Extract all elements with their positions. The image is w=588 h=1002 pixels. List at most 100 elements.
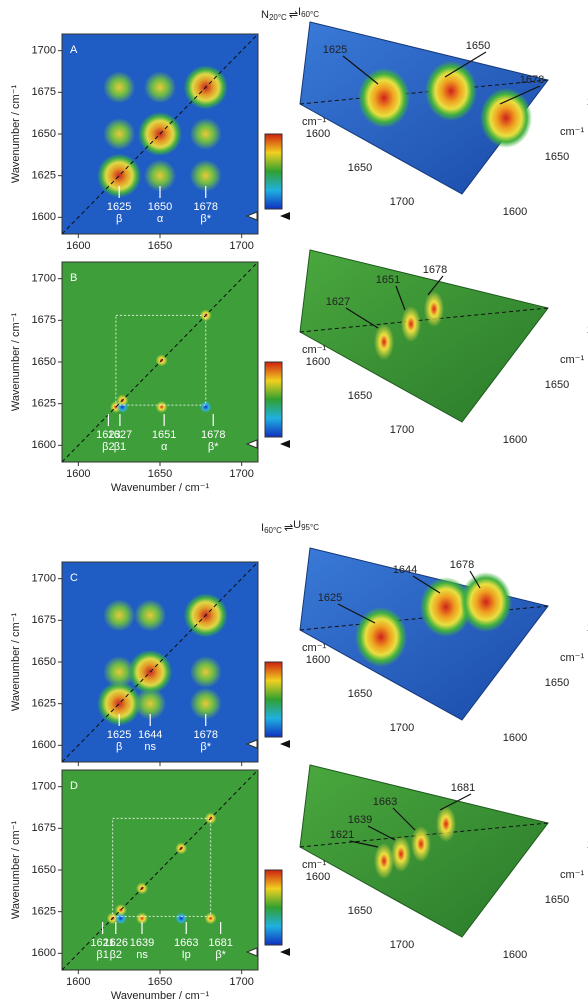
surface-peak-label: 1663	[373, 796, 397, 808]
y-axis-label: Wavenumber / cm⁻¹	[10, 821, 22, 920]
color-bar	[265, 870, 282, 945]
peak-number: 1650	[148, 201, 172, 213]
surface-unit: cm⁻¹	[560, 652, 584, 664]
y-tick-label: 1625	[32, 698, 56, 710]
surface-y-tick: 1600	[503, 434, 527, 446]
intensity-blob	[103, 118, 135, 150]
surface-peak-label: 1681	[451, 782, 475, 794]
color-bar	[265, 662, 282, 737]
surface-x-tick: 1700	[390, 722, 414, 734]
peak-number: 1678	[193, 729, 217, 741]
header-part: 20°C	[269, 13, 287, 22]
header-part: N	[261, 9, 269, 21]
y-axis-label: Wavenumber / cm⁻¹	[10, 313, 22, 412]
surface-x-tick: 1650	[348, 905, 372, 917]
surface-peak-label: 1621	[330, 829, 354, 841]
intensity-blob	[156, 401, 168, 413]
surface-y-tick: 1650	[545, 379, 569, 391]
x-tick-label: 1650	[148, 240, 172, 252]
header-part: ⇌	[284, 522, 293, 534]
peak-label: β*	[200, 213, 211, 225]
y-tick-label: 1675	[32, 314, 56, 326]
peak-number: 1625	[107, 729, 131, 741]
intensity-blob	[175, 912, 187, 924]
surface-peak-label: 1650	[466, 40, 490, 52]
zero-marker	[280, 948, 290, 956]
header: I60°C⇌U95°C	[261, 519, 319, 535]
y-tick-label: 1625	[32, 906, 56, 918]
surface-peak-label: 1625	[318, 592, 342, 604]
intensity-blob	[144, 71, 176, 103]
peak-number: 1678	[193, 201, 217, 213]
surface-x-tick: 1650	[348, 390, 372, 402]
header-part: 60°C	[301, 10, 319, 19]
panel-letter: D	[70, 780, 78, 792]
x-tick-label: 1600	[66, 240, 90, 252]
surface-y-tick: 1650	[545, 894, 569, 906]
x-tick-label: 1700	[229, 240, 253, 252]
surface-peak-label: 1678	[423, 264, 447, 276]
surface-peak	[436, 806, 456, 842]
surface-peak-label: 1644	[393, 564, 417, 576]
surface-x-tick: 1600	[306, 654, 330, 666]
surface-x-tick: 1600	[306, 871, 330, 883]
peak-number: 1663	[174, 937, 198, 949]
surface-x-tick: 1600	[306, 128, 330, 140]
panel-letter: B	[70, 272, 77, 284]
peak-label: Ip	[182, 949, 191, 961]
x-tick-label: 1600	[66, 976, 90, 988]
surface-peak	[374, 324, 394, 360]
surface-y-tick: 1650	[545, 151, 569, 163]
x-tick-label: 1600	[66, 468, 90, 480]
header-part: U	[293, 519, 301, 531]
peak-number: 1681	[208, 937, 232, 949]
surface-unit: cm⁻¹	[302, 859, 326, 871]
y-tick-label: 1700	[32, 273, 56, 285]
intensity-blob	[134, 599, 166, 631]
header: N20°C⇌I60°C	[261, 6, 319, 22]
surface-y-tick: 1650	[545, 677, 569, 689]
zero-marker	[280, 440, 290, 448]
peak-number: 1644	[138, 729, 162, 741]
surface-peak	[425, 61, 477, 121]
peak-label: β1	[96, 949, 108, 961]
intensity-blob	[190, 118, 222, 150]
y-tick-label: 1650	[32, 864, 56, 876]
color-bar	[265, 134, 282, 209]
surface-y-tick: 1600	[503, 206, 527, 218]
y-tick-label: 1650	[32, 128, 56, 140]
surface-peak	[355, 607, 407, 667]
x-tick-label: 1650	[148, 976, 172, 988]
surface-peak-label: 1639	[348, 814, 372, 826]
peak-label: β	[116, 213, 122, 225]
surface-x-tick: 1700	[390, 424, 414, 436]
figure: N20°C⇌I60°CI60°C⇌U95°CA1625β1650α1678β*1…	[0, 0, 588, 1002]
surface-unit: cm⁻¹	[560, 354, 584, 366]
x-axis-label: Wavenumber / cm⁻¹	[111, 990, 210, 1002]
surface-peak	[374, 843, 394, 879]
peak-label: β2	[110, 949, 122, 961]
surface-peak	[424, 291, 444, 327]
surface-peak	[358, 68, 410, 128]
y-tick-label: 1600	[32, 211, 56, 223]
y-tick-label: 1700	[32, 45, 56, 57]
surface-x-tick: 1650	[348, 688, 372, 700]
surface-peak	[411, 826, 431, 862]
y-tick-label: 1600	[32, 947, 56, 959]
y-tick-label: 1600	[32, 739, 56, 751]
peak-number: 1678	[201, 429, 225, 441]
y-tick-label: 1700	[32, 573, 56, 585]
zero-marker	[280, 212, 290, 220]
surface-unit: cm⁻¹	[560, 126, 584, 138]
peak-label: β*	[215, 949, 226, 961]
y-tick-label: 1625	[32, 398, 56, 410]
surface-unit: cm⁻¹	[560, 869, 584, 881]
peak-number: 1639	[130, 937, 154, 949]
x-tick-label: 1700	[229, 468, 253, 480]
surface-x-tick: 1700	[390, 196, 414, 208]
surface-y-tick: 1600	[503, 949, 527, 961]
intensity-blob	[103, 599, 135, 631]
y-tick-label: 1625	[32, 170, 56, 182]
header-part: ⇌	[289, 9, 298, 21]
surface-peak	[480, 88, 532, 148]
